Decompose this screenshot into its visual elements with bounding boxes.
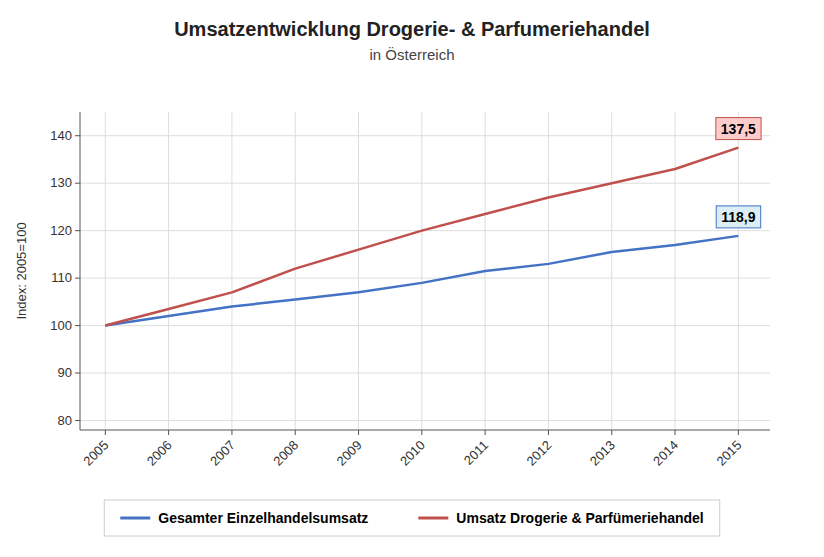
grid-line-x (675, 112, 676, 430)
grid-line-y (80, 135, 770, 136)
y-tick-label: 130 (50, 175, 72, 190)
title: Umsatzentwicklung Drogerie- & Parfumerie… (174, 18, 650, 40)
annotations: 137,5 118,9 (716, 118, 761, 228)
grid-line-y (80, 183, 770, 184)
y-tick-label: 140 (50, 128, 72, 143)
legend-item: Gesamter Einzelhandelsumsatz (120, 510, 368, 526)
x-tick (295, 430, 296, 435)
series-line (105, 236, 738, 326)
y-tick-label: 90 (58, 365, 72, 380)
legend: Gesamter Einzelhandelsumsatz Umsatz Droge… (104, 500, 719, 536)
grid-line-y (80, 325, 770, 326)
end-label: 137,5 (716, 118, 761, 140)
y-axis-label: Index: 2005=100 (14, 222, 29, 319)
legend-frame (104, 500, 719, 536)
y-tick (75, 420, 80, 421)
x-tick-label: 2012 (524, 438, 555, 469)
grid (80, 112, 770, 430)
series-line (105, 148, 738, 326)
end-label-box (716, 118, 761, 140)
y-tick (75, 135, 80, 136)
grid-line-x (295, 112, 296, 430)
x-axis-line (80, 430, 770, 431)
grid-line-x (231, 112, 232, 430)
x-tick-label: 2014 (650, 438, 681, 469)
y-tick (75, 183, 80, 184)
x-tick-label: 2007 (207, 438, 238, 469)
grid-line-x (168, 112, 169, 430)
y-axis-line (80, 112, 81, 430)
y-tick (75, 325, 80, 326)
y-tick-label: 110 (51, 270, 72, 285)
y-axis: 80 90 100 110 120 130 140 (50, 128, 80, 428)
chart-svg: Umsatzentwicklung Drogerie- & Parfumerie… (0, 0, 824, 557)
x-tick-label: 2009 (334, 438, 365, 469)
legend-swatch (120, 517, 150, 520)
x-tick (358, 430, 359, 435)
x-tick-label: 2011 (461, 438, 491, 468)
subtitle: in Österreich (369, 46, 454, 63)
x-tick-label: 2015 (713, 438, 744, 469)
y-tick-label: 100 (50, 318, 72, 333)
y-tick-label: 80 (58, 413, 72, 428)
end-label-box (716, 206, 760, 228)
end-label-text: 137,5 (721, 121, 756, 137)
x-tick (421, 430, 422, 435)
x-tick (168, 430, 169, 435)
x-tick (738, 430, 739, 435)
legend-swatch (418, 517, 448, 520)
chart-container: Umsatzentwicklung Drogerie- & Parfumerie… (0, 0, 824, 557)
x-tick (675, 430, 676, 435)
y-tick (75, 373, 80, 374)
x-tick (105, 430, 106, 435)
grid-line-x (105, 112, 106, 430)
end-label-text: 118,9 (721, 209, 755, 225)
y-tick (75, 278, 80, 279)
lines (105, 148, 738, 326)
x-tick (231, 430, 232, 435)
grid-line-x (548, 112, 549, 430)
end-label: 118,9 (716, 206, 760, 228)
x-tick-label: 2005 (80, 438, 111, 469)
y-tick (75, 230, 80, 231)
x-tick (548, 430, 549, 435)
legend-item: Umsatz Drogerie & Parfümeriehandel (418, 510, 703, 526)
x-tick-label: 2010 (397, 438, 428, 469)
x-tick (611, 430, 612, 435)
x-axis: 2005 2006 2007 2008 2009 2010 2011 2012 2013 2014… (80, 430, 744, 469)
legend-label: Umsatz Drogerie & Parfümeriehandel (456, 510, 703, 526)
grid-line-x (421, 112, 422, 430)
legend-label: Gesamter Einzelhandelsumsatz (158, 510, 368, 526)
grid-line-x (738, 112, 739, 430)
x-tick-label: 2008 (270, 438, 301, 469)
x-tick-label: 2006 (144, 438, 175, 469)
grid-line-y (80, 373, 770, 374)
grid-line-y (80, 278, 770, 279)
y-tick-label: 120 (50, 223, 72, 238)
grid-line-x (358, 112, 359, 430)
grid-line-x (611, 112, 612, 430)
x-tick-label: 2013 (587, 438, 618, 469)
x-tick (485, 430, 486, 435)
grid-line-y (80, 420, 770, 421)
